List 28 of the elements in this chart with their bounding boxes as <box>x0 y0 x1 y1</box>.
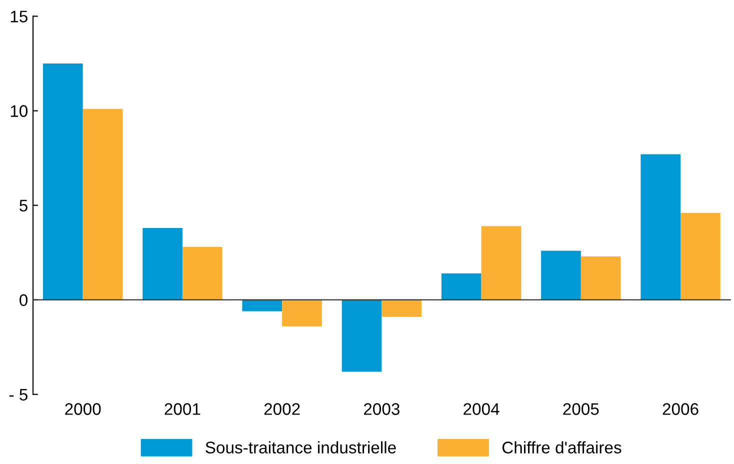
bar <box>382 300 422 317</box>
bar <box>82 108 123 300</box>
legend-label: Chiffre d'affaires <box>502 441 622 454</box>
bar <box>541 250 581 300</box>
bar <box>441 273 482 300</box>
bar <box>182 246 222 300</box>
x-tick-label: 2001 <box>164 403 200 415</box>
bar <box>680 212 720 300</box>
bar <box>242 300 282 312</box>
y-tick-label: - 5 <box>9 388 28 401</box>
x-tick-label: 2006 <box>662 403 698 415</box>
bar <box>42 64 83 300</box>
x-tick-label: 2005 <box>563 403 599 415</box>
y-tick-label: 10 <box>10 105 28 117</box>
legend-label: Sous-traitance industrielle <box>206 441 396 454</box>
y-tick-label: 0 <box>20 294 28 306</box>
x-tick-label: 2000 <box>65 403 101 415</box>
y-tick-label: 5 <box>20 200 28 212</box>
bar <box>580 256 621 300</box>
x-tick-label: 2004 <box>464 403 500 415</box>
bar <box>342 300 382 372</box>
bar <box>481 226 522 300</box>
x-tick-label: 2003 <box>364 403 400 415</box>
bar <box>640 154 681 300</box>
y-tick-label: 15 <box>10 10 28 22</box>
bar <box>142 228 182 300</box>
x-tick-label: 2002 <box>264 403 300 415</box>
bar <box>282 300 322 326</box>
